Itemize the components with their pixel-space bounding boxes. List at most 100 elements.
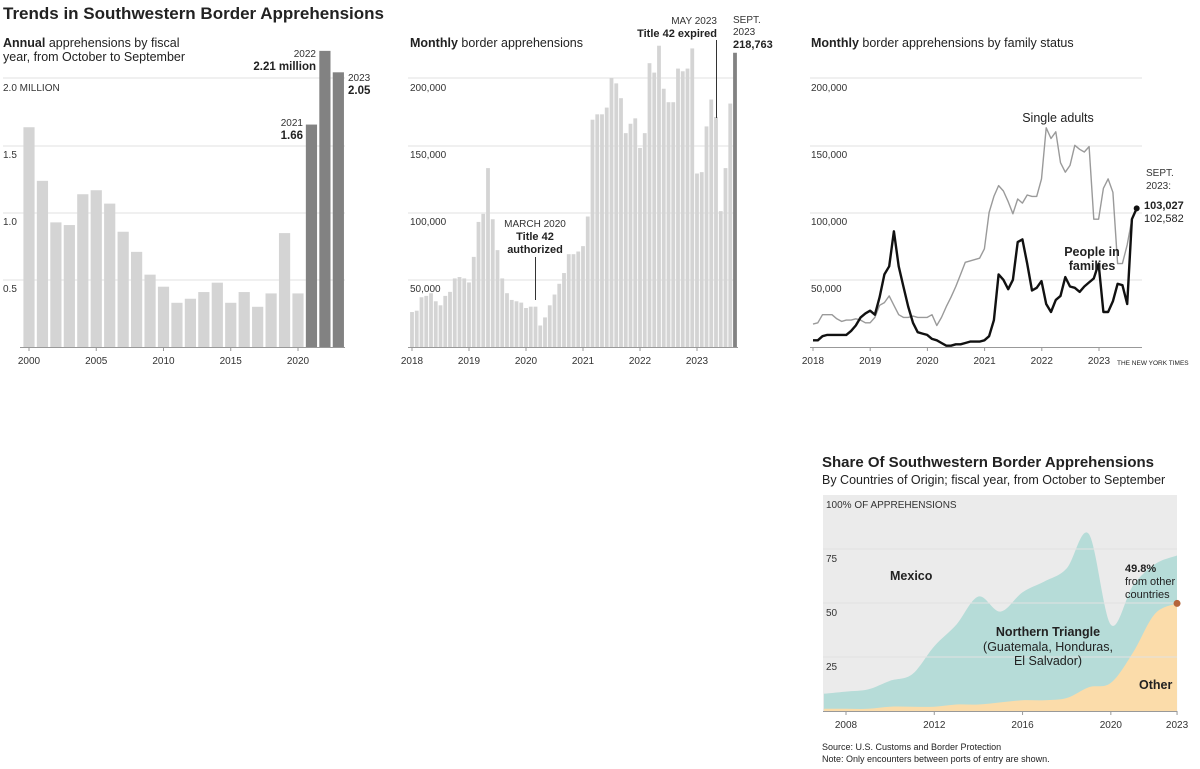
month-bar [680, 71, 685, 348]
y-tick-label: 200,000 [811, 83, 848, 94]
month-bar [429, 293, 433, 347]
annotation-sept-line2: 2023 [733, 27, 756, 38]
month-bar [419, 297, 424, 347]
month-bar [723, 168, 728, 347]
month-bar [704, 126, 709, 347]
x-tick-label: 2020 [1100, 720, 1123, 731]
x-tick-label: 2020 [916, 356, 939, 367]
y-tick-label: 25 [826, 662, 838, 673]
y-unit-label: 100% OF APPREHENSIONS [826, 500, 957, 511]
y-tick-label: 50,000 [410, 284, 441, 295]
x-tick-label: 2019 [859, 356, 882, 367]
month-bar [490, 219, 495, 347]
footnote: Note: Only encounters between ports of e… [822, 754, 1050, 764]
bar-2001 [36, 180, 49, 347]
month-bar [500, 278, 505, 347]
annotation-march-date: MARCH 2020 [504, 219, 566, 230]
annotation-march-line1: Title 42 [516, 231, 554, 243]
x-tick-label: 2000 [18, 356, 41, 367]
month-bar [604, 107, 609, 347]
month-bar [443, 295, 448, 347]
bar-2009 [144, 274, 156, 347]
annual-subtitle-rest: apprehensions by fiscal [45, 36, 179, 50]
annotation-2022-year: 2022 [294, 49, 317, 60]
annotation-2023-year: 2023 [348, 73, 371, 84]
bar-2017 [252, 306, 264, 347]
end-point-marker [1133, 205, 1140, 212]
source-note: Source: U.S. Customs and Border Protecti… [822, 742, 1001, 752]
month-bar [438, 305, 443, 347]
callout-value: 49.8% [1125, 563, 1156, 575]
x-tick-label: 2021 [572, 356, 595, 367]
x-tick-label: 2008 [835, 720, 858, 731]
month-bar [414, 310, 419, 347]
annotation-sept-line1: SEPT. [733, 15, 761, 26]
annotation-2021-value: 1.66 [281, 130, 303, 142]
month-bar [495, 250, 500, 347]
month-bar [467, 282, 471, 347]
bar-2014 [211, 282, 223, 347]
month-bar [666, 102, 671, 348]
month-bar [538, 325, 543, 347]
month-bar [543, 317, 547, 347]
month-bar [590, 119, 595, 347]
monthly-subtitle: Monthly border apprehensions [410, 36, 583, 50]
single-adults-line [812, 127, 1138, 327]
month-bar [642, 133, 647, 347]
x-tick-label: 2012 [923, 720, 946, 731]
mexico-label: Mexico [890, 569, 933, 583]
family-subtitle-rest: border apprehensions by family status [859, 36, 1074, 50]
bar-2018 [265, 293, 277, 347]
x-tick-label: 2019 [458, 356, 481, 367]
bar-2021 [305, 124, 318, 347]
month-bar [728, 103, 733, 348]
sept-label-line1: SEPT. [1146, 168, 1174, 179]
month-bar [638, 147, 642, 347]
month-bar [718, 211, 723, 347]
single-adults-label: Single adults [1022, 111, 1094, 125]
month-bar [433, 301, 438, 347]
bar-2010 [157, 286, 170, 347]
families-label-line2: families [1069, 259, 1116, 273]
y-tick-label: 200,000 [410, 83, 447, 94]
month-bar [676, 68, 680, 348]
x-tick-label: 2015 [220, 356, 243, 367]
y-tick-label: 0.5 [3, 284, 17, 295]
x-tick-label: 2010 [152, 356, 175, 367]
family-subtitle: Monthly border apprehensions by family s… [811, 36, 1074, 50]
annual-subtitle-line2: year, from October to September [3, 50, 185, 64]
annotation-2021-year: 2021 [281, 118, 304, 129]
bar-2022 [319, 50, 331, 348]
other-label: Other [1139, 678, 1172, 692]
share-title: Share Of Southwestern Border Apprehensio… [822, 454, 1154, 471]
month-bar [600, 114, 604, 347]
sept-label-line2: 2023: [1146, 181, 1171, 192]
month-bar [533, 306, 538, 347]
monthly-chart: Monthly border apprehensions 200,000 150… [401, 15, 773, 367]
bar-2003 [63, 225, 75, 347]
bar-2002 [50, 222, 62, 347]
annotation-march-line2: authorized [507, 244, 563, 256]
month-bar [424, 295, 429, 347]
month-bar [657, 45, 661, 347]
x-tick-label: 2022 [629, 356, 652, 367]
families-end-value: 103,027 [1144, 200, 1184, 212]
x-tick-label: 2020 [287, 356, 310, 367]
month-bar [585, 216, 590, 347]
month-bar [552, 294, 557, 347]
y-tick-label: 150,000 [410, 150, 447, 161]
month-bar [486, 168, 490, 347]
month-bar [690, 48, 695, 347]
x-tick-label: 2020 [515, 356, 538, 367]
page-title: Trends in Southwestern Border Apprehensi… [3, 4, 384, 23]
month-bar [557, 283, 562, 347]
family-status-chart: Monthly border apprehensions by family s… [802, 36, 1189, 367]
northern-triangle-label: Northern Triangle [996, 625, 1100, 639]
annotation-sept-value: 218,763 [733, 39, 773, 51]
family-subtitle-bold: Monthly [811, 36, 859, 50]
month-bar [566, 254, 571, 347]
families-line [813, 207, 1138, 347]
x-tick-label: 2023 [1088, 356, 1111, 367]
y-tick-label: 50 [826, 608, 838, 619]
